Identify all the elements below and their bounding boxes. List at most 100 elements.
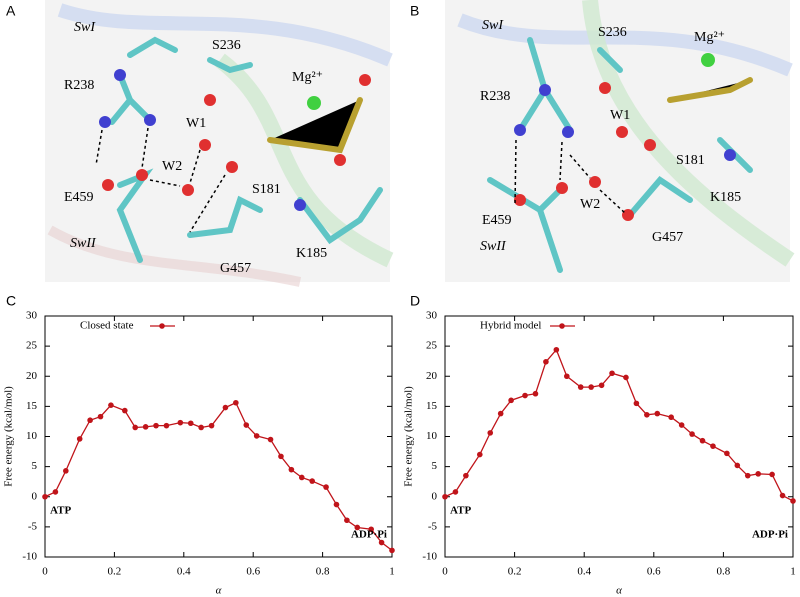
- point: [609, 370, 615, 377]
- point: [755, 471, 761, 477]
- point: [497, 410, 504, 417]
- point: [233, 399, 239, 406]
- point: [633, 400, 640, 407]
- point: [790, 498, 796, 504]
- point: [710, 443, 716, 449]
- x-tick-label: 0.8: [717, 566, 731, 578]
- y-tick-label: 20: [426, 370, 438, 382]
- annotation: ATP: [450, 505, 471, 517]
- y-tick-label: 30: [26, 310, 38, 322]
- y-axis-label: Free energy (kcal/mol): [403, 386, 415, 487]
- label: E459: [482, 213, 512, 228]
- point: [253, 433, 260, 439]
- point: [243, 422, 250, 428]
- legend-marker: [559, 323, 565, 329]
- label: G457: [652, 230, 683, 245]
- point: [187, 420, 194, 427]
- point: [177, 419, 184, 426]
- point: [323, 484, 329, 490]
- y-tick-label: 0: [432, 490, 438, 502]
- x-axis-label: α: [216, 585, 222, 597]
- y-axis-label: Free energy (kcal/mol): [3, 386, 15, 487]
- point: [442, 493, 448, 500]
- y-tick-label: 5: [432, 460, 438, 472]
- point: [654, 410, 661, 417]
- y-tick-label: 25: [26, 340, 38, 352]
- panel-letter: A: [6, 3, 16, 19]
- point: [699, 437, 706, 444]
- point: [588, 384, 594, 390]
- y-tick-label: 30: [426, 310, 438, 322]
- point: [278, 453, 284, 460]
- annotation: ADP·Pi: [351, 529, 387, 541]
- point: [288, 466, 295, 473]
- point: [309, 478, 315, 484]
- point: [163, 422, 170, 429]
- y-tick-label: 5: [32, 460, 38, 472]
- point: [389, 547, 395, 554]
- label: R238: [64, 78, 94, 93]
- point: [132, 424, 139, 431]
- label: G457: [220, 261, 251, 276]
- point: [487, 430, 494, 436]
- point: [543, 358, 549, 365]
- point: [532, 390, 539, 397]
- point: [678, 422, 685, 428]
- legend-label: Hybrid model: [480, 320, 541, 332]
- series-line: [44, 401, 393, 551]
- plot-frame: [44, 315, 393, 558]
- x-tick-label: 0.4: [177, 566, 191, 578]
- point: [63, 468, 69, 474]
- point: [52, 489, 59, 495]
- series-line: [444, 348, 794, 502]
- point: [779, 492, 786, 499]
- annotation: ATP: [50, 505, 71, 517]
- point: [769, 471, 775, 478]
- y-tick-label: 0: [32, 490, 38, 502]
- point: [108, 402, 114, 408]
- y-tick-label: -10: [422, 551, 437, 563]
- x-tick-label: 1: [389, 566, 395, 578]
- label: Mg²⁺: [694, 30, 725, 45]
- point: [198, 424, 204, 431]
- panel-a-labels: SwI S236 R238 Mg²⁺ W1 W2 E459 S181 SwII …: [64, 20, 327, 276]
- y-tick-label: 25: [426, 340, 438, 352]
- label: W2: [162, 159, 182, 174]
- y-tick-label: 15: [26, 400, 38, 412]
- label: W1: [610, 108, 630, 123]
- point: [122, 407, 128, 414]
- point: [354, 524, 361, 531]
- point: [344, 517, 350, 524]
- y-tick-label: -10: [22, 551, 37, 563]
- point: [724, 450, 730, 457]
- point: [267, 436, 274, 443]
- legend-marker: [159, 323, 165, 329]
- point: [378, 539, 385, 546]
- point: [76, 436, 83, 442]
- x-axis-label: α: [616, 585, 622, 597]
- legend-label: Closed state: [80, 320, 134, 332]
- point: [333, 501, 340, 508]
- point: [564, 373, 570, 380]
- label: K185: [710, 190, 741, 205]
- point: [477, 451, 483, 458]
- panel-b-labels: SwI S236 Mg²⁺ R238 W1 S181 E459 W2 K185 …: [480, 18, 741, 254]
- point: [298, 474, 305, 481]
- y-tick-label: 15: [426, 400, 438, 412]
- x-tick-label: 0.8: [316, 566, 330, 578]
- label: SwI: [482, 18, 504, 33]
- panel-a-image: [45, 0, 394, 287]
- point: [42, 493, 48, 500]
- label: S236: [598, 25, 627, 40]
- label: S181: [252, 182, 281, 197]
- point: [208, 422, 215, 429]
- x-tick-label: 0: [42, 566, 48, 578]
- label: E459: [64, 190, 94, 205]
- point: [97, 413, 104, 420]
- point: [153, 422, 159, 429]
- point: [668, 414, 674, 421]
- point: [689, 431, 695, 437]
- x-tick-label: 0.2: [108, 566, 122, 578]
- y-tick-label: 10: [426, 430, 438, 442]
